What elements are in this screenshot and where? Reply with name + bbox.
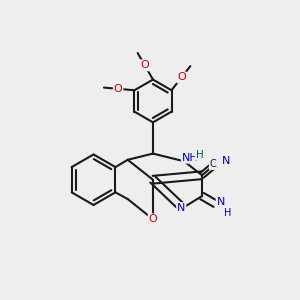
Text: N: N <box>222 156 230 166</box>
Text: N: N <box>177 203 185 213</box>
Text: C: C <box>210 159 216 169</box>
Text: N: N <box>217 197 225 207</box>
Text: H: H <box>224 208 232 218</box>
Text: O: O <box>177 72 186 82</box>
Text: O: O <box>114 84 122 94</box>
Text: O: O <box>148 214 157 224</box>
Text: O: O <box>140 60 149 70</box>
Text: H: H <box>196 150 203 160</box>
Text: NH: NH <box>182 153 199 163</box>
